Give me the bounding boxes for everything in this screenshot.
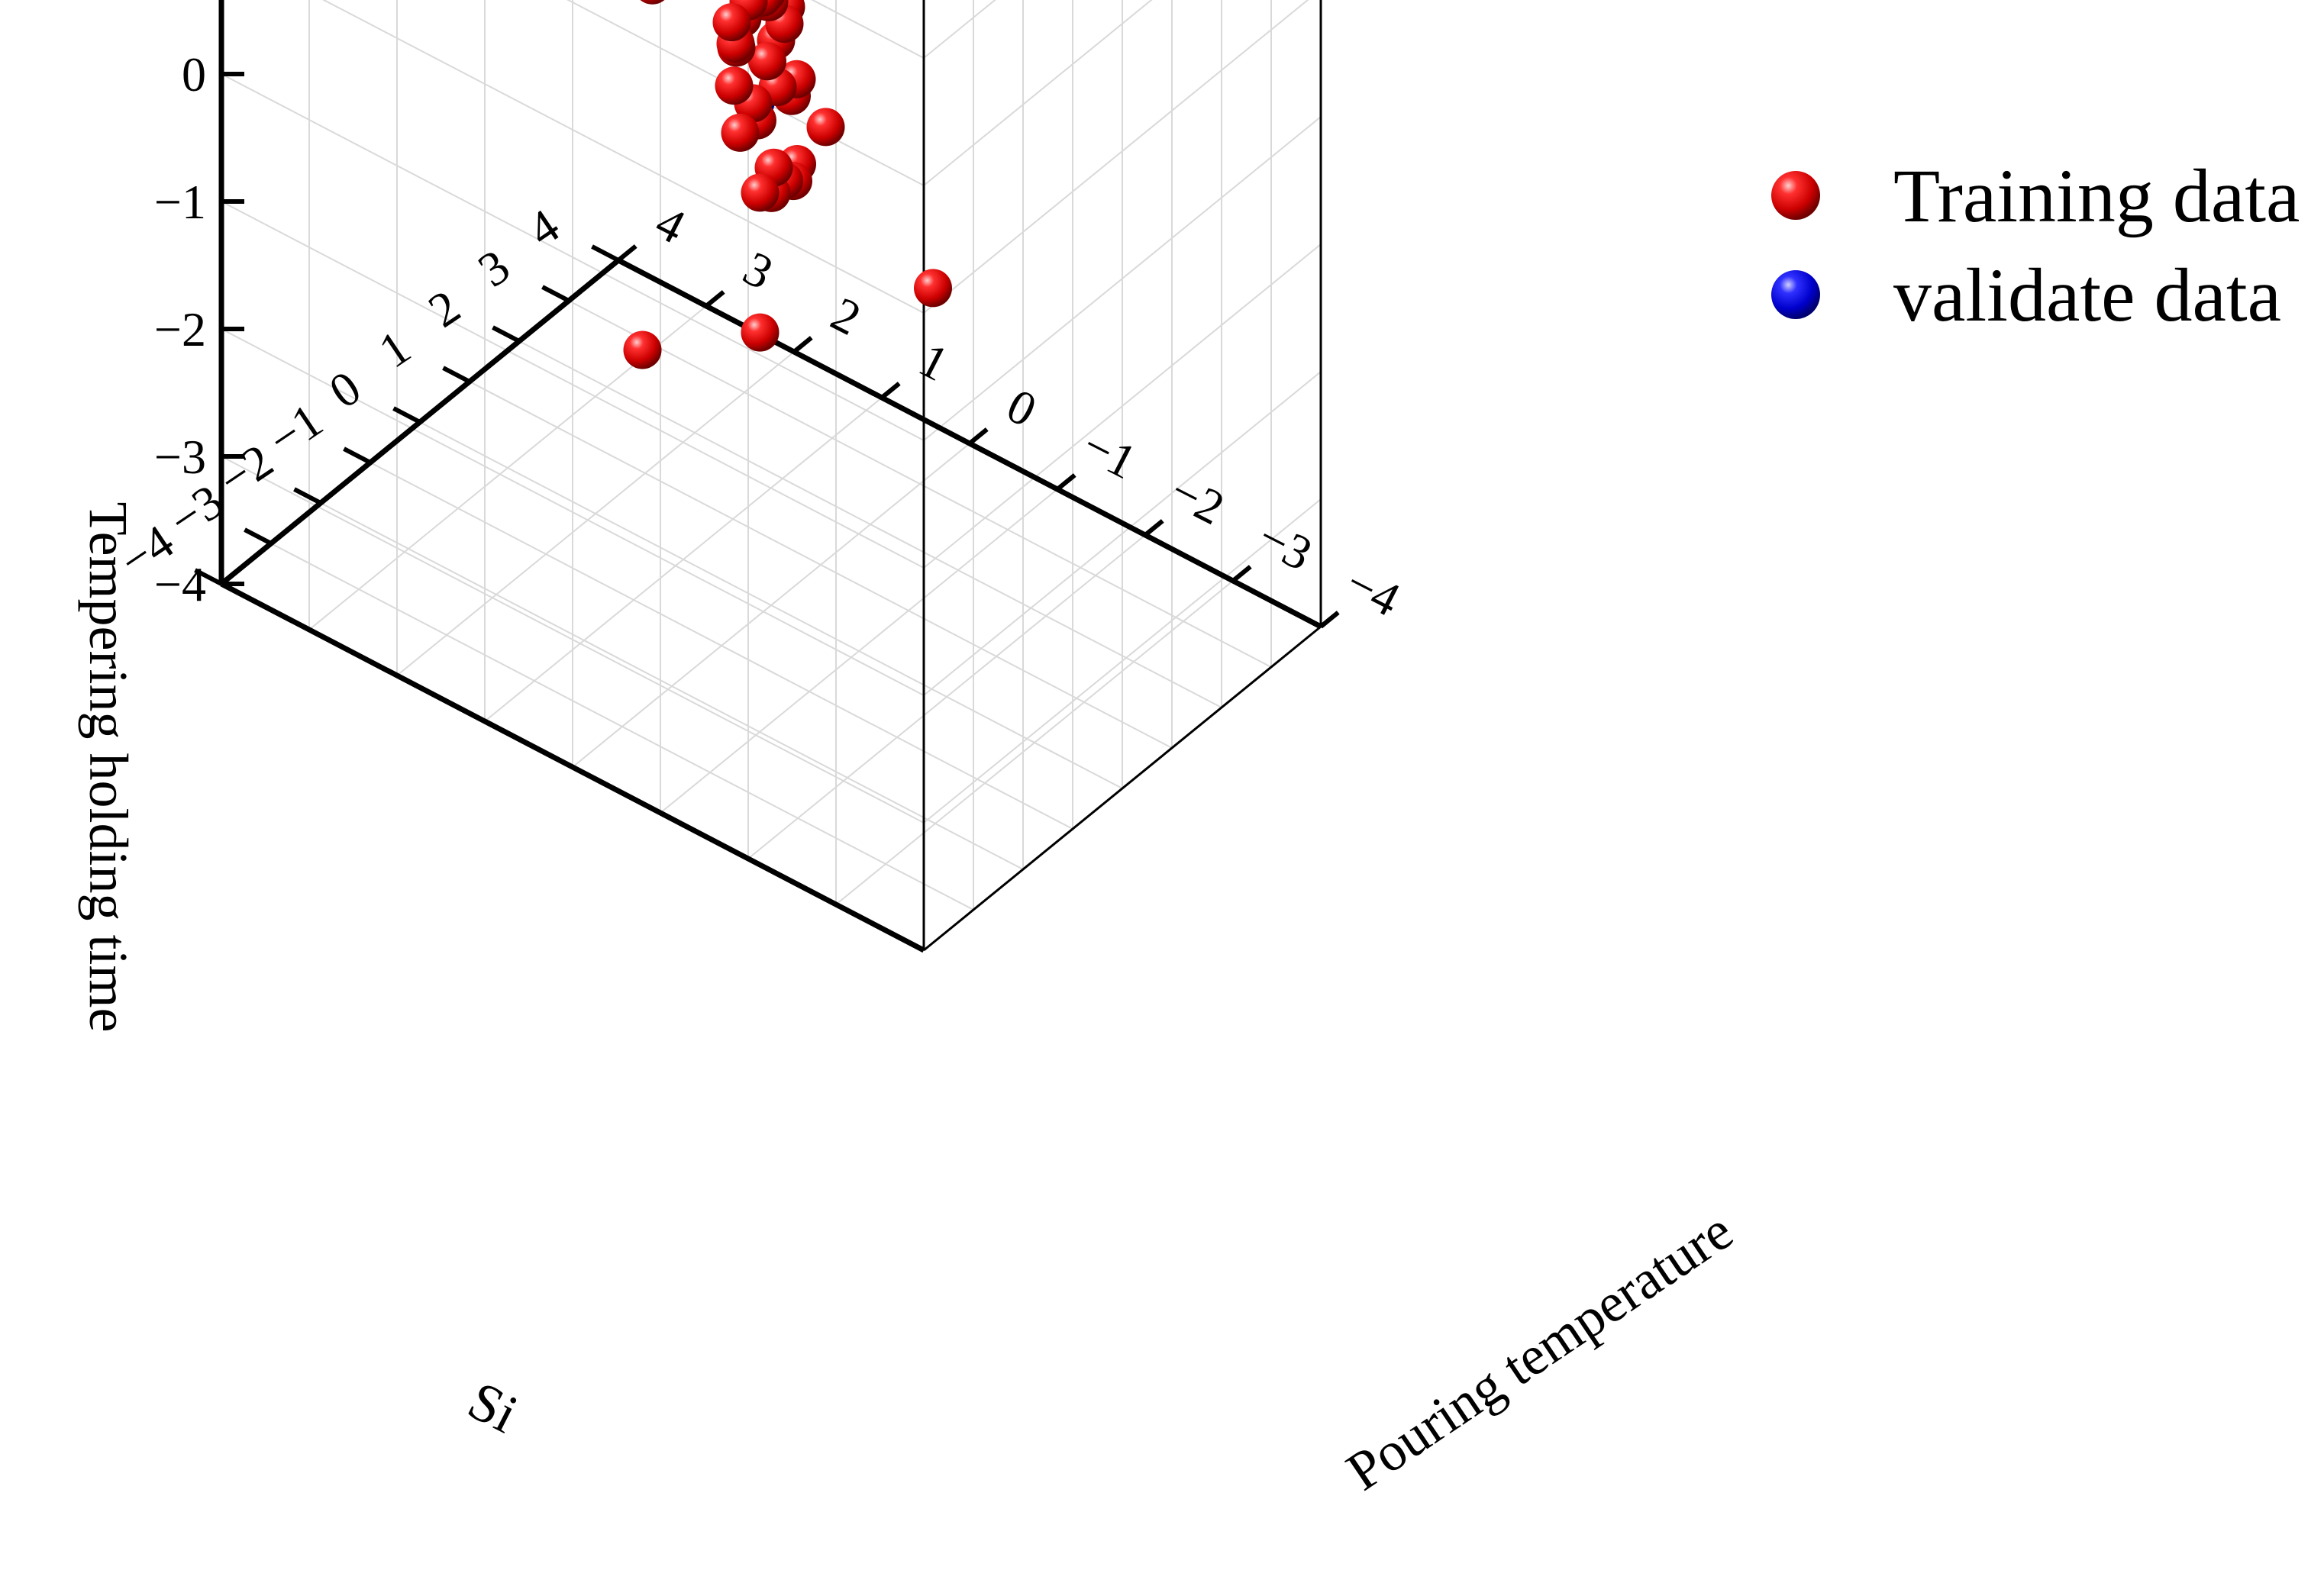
training-data-point bbox=[640, 0, 665, 5]
y-tick bbox=[194, 568, 223, 586]
y-tick bbox=[343, 446, 372, 465]
x-tick bbox=[1056, 473, 1076, 492]
training-data-point bbox=[741, 313, 780, 352]
x-tick bbox=[705, 290, 725, 308]
x-tick-label: 4 bbox=[647, 195, 694, 254]
right-wall-gridline bbox=[923, 0, 996, 59]
y-tick-label: 0 bbox=[320, 360, 370, 419]
y-tick-label: 1 bbox=[370, 320, 420, 379]
x-tick bbox=[617, 244, 637, 263]
z-tick-label: −4 bbox=[154, 557, 206, 611]
y-tick-label: −1 bbox=[259, 393, 332, 467]
x-tick bbox=[1319, 611, 1340, 629]
floor-gridline bbox=[518, 340, 1222, 708]
y-tick bbox=[541, 285, 570, 303]
x-axis-title: Si bbox=[459, 1369, 528, 1445]
x-tick-label: −1 bbox=[1074, 417, 1145, 489]
left-wall-gridline bbox=[566, 0, 925, 186]
z-tick-label: −2 bbox=[154, 302, 206, 356]
floor-gridline bbox=[396, 351, 795, 676]
floor-right-edge bbox=[923, 625, 1322, 952]
training-data-point bbox=[806, 108, 845, 147]
x-tick-label: −4 bbox=[1338, 555, 1409, 627]
training-data-point bbox=[623, 330, 662, 369]
x-axis-line bbox=[220, 581, 925, 953]
x-tick bbox=[792, 336, 813, 354]
training-data-point bbox=[715, 66, 754, 105]
x-tick-label: −3 bbox=[1250, 509, 1321, 581]
training-data-point bbox=[741, 173, 780, 212]
y-tick bbox=[591, 244, 620, 263]
right-wall-gridline bbox=[923, 116, 1322, 441]
floor-gridline bbox=[568, 300, 1272, 668]
z-tick-label: 0 bbox=[182, 47, 206, 102]
y-tick bbox=[392, 406, 421, 424]
left-wall-gridline bbox=[322, 0, 925, 314]
x-tick bbox=[1144, 519, 1164, 537]
floor-gridline bbox=[469, 381, 1173, 749]
z-tick-label: −1 bbox=[154, 175, 206, 229]
training-data-point bbox=[721, 113, 760, 152]
legend-label-training: Training data bbox=[1893, 153, 2300, 238]
z-axis-title: Tempering holding time bbox=[78, 502, 139, 1033]
y-tick bbox=[293, 487, 322, 505]
y-axis-title: Pouring temperature bbox=[1336, 1200, 1744, 1502]
axis-box bbox=[221, 0, 1322, 952]
x-tick bbox=[968, 427, 989, 446]
floor-gridline bbox=[484, 397, 883, 722]
y-tick bbox=[244, 527, 273, 546]
right-wall-gridline bbox=[923, 0, 1153, 186]
y-tick bbox=[492, 325, 521, 343]
right-wall-gridline bbox=[923, 0, 1309, 314]
x-tick bbox=[1231, 565, 1252, 583]
x-tick-label: 1 bbox=[911, 332, 957, 392]
training-data-point bbox=[712, 3, 751, 42]
legend-item-training: Training data bbox=[1771, 153, 2300, 238]
legend-label-validate: validate data bbox=[1893, 253, 2281, 337]
data-points bbox=[623, 0, 952, 369]
x-tick-label: 3 bbox=[735, 240, 782, 300]
training-data-point bbox=[914, 269, 952, 308]
x-axis-front-line bbox=[617, 257, 1322, 630]
training-data-point bbox=[748, 42, 786, 81]
legend-marker-training bbox=[1771, 171, 1820, 220]
z-tick-label: −3 bbox=[154, 430, 206, 484]
legend-item-validate: validate data bbox=[1771, 253, 2281, 337]
left-wall-gridline bbox=[221, 73, 925, 441]
x-tick-label: 2 bbox=[823, 286, 870, 346]
x-tick-label: 0 bbox=[999, 378, 1045, 437]
y-tick-label: 3 bbox=[469, 239, 519, 298]
floor-gridline bbox=[419, 421, 1123, 789]
legend: Training data validate data bbox=[1771, 153, 2300, 337]
grid-layer bbox=[221, 0, 1322, 951]
y-tick-label: 4 bbox=[518, 198, 569, 257]
y-tick bbox=[442, 366, 471, 384]
x-tick bbox=[880, 382, 901, 400]
legend-marker-validate bbox=[1771, 270, 1820, 319]
